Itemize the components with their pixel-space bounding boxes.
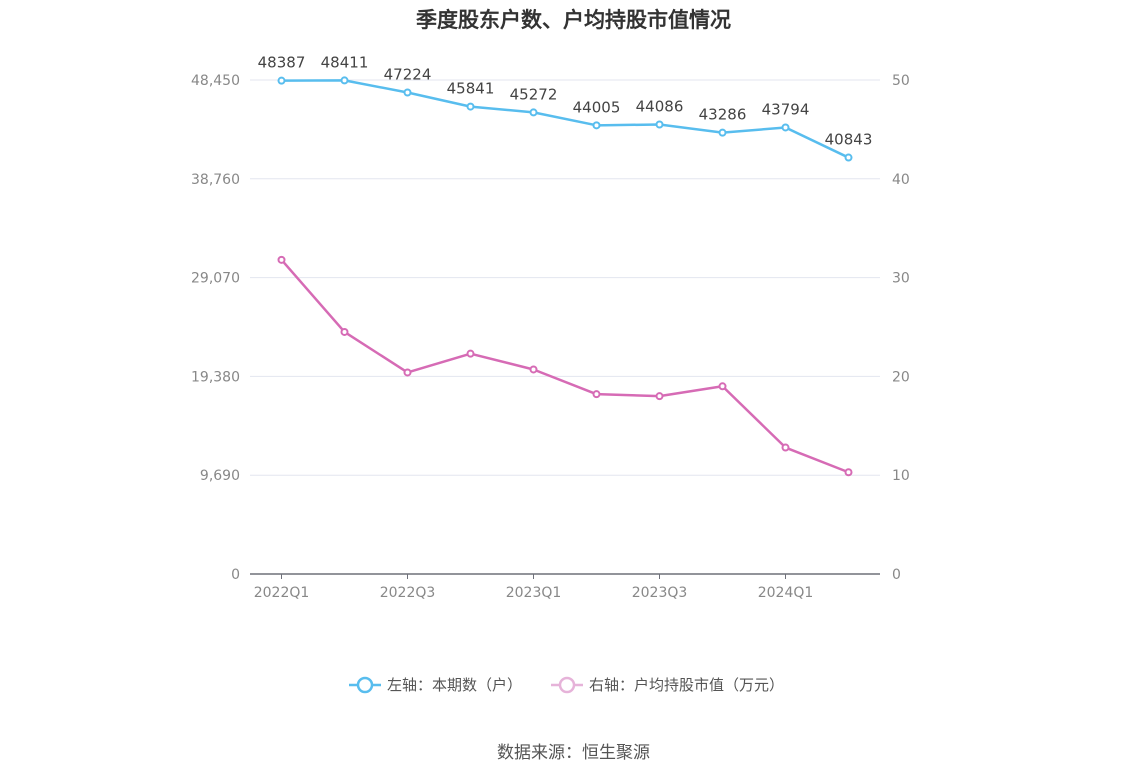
axes: 0 0 9,690 10 19,380 20 29,070 30 38,760 40 48,450 5… bbox=[191, 73, 910, 601]
source-note: 数据来源：恒生聚源 bbox=[497, 743, 650, 763]
data-label: 48411 bbox=[321, 53, 369, 71]
series-0-point[interactable] bbox=[655, 120, 664, 129]
series-1-point[interactable] bbox=[655, 392, 664, 401]
data-label: 45841 bbox=[447, 80, 495, 98]
left-tick-label: 9,690 bbox=[200, 468, 240, 484]
right-tick-label: 40 bbox=[892, 172, 910, 188]
x-tick-label: 2022Q1 bbox=[254, 585, 310, 601]
series-0-point[interactable] bbox=[340, 76, 349, 85]
legend-swatch-marker bbox=[558, 676, 576, 694]
chart-title: 季度股东户数、户均持股市值情况 bbox=[416, 8, 731, 32]
series-0-point[interactable] bbox=[277, 76, 286, 85]
data-label: 48387 bbox=[258, 54, 306, 72]
data-labels: 48387 48411 47224 45841 45272 44005 44086 43286… bbox=[258, 53, 873, 148]
series-0-point[interactable] bbox=[844, 153, 853, 162]
series-0-point[interactable] bbox=[529, 108, 538, 117]
series-1-point[interactable] bbox=[340, 327, 349, 336]
series-layer bbox=[277, 76, 853, 477]
data-label: 44005 bbox=[573, 98, 621, 116]
left-tick-label: 0 bbox=[231, 567, 240, 583]
series-0-point[interactable] bbox=[466, 102, 475, 111]
legend-item-1[interactable]: 右轴：户均持股市值（万元） bbox=[551, 676, 784, 694]
right-tick-label: 0 bbox=[892, 567, 901, 583]
x-tick-label: 2023Q1 bbox=[506, 585, 562, 601]
data-label: 40843 bbox=[825, 131, 873, 149]
series-0-point[interactable] bbox=[781, 123, 790, 132]
series-1-point[interactable] bbox=[403, 368, 412, 377]
right-tick-label: 20 bbox=[892, 369, 910, 385]
series-1-point[interactable] bbox=[529, 365, 538, 374]
x-tick-label: 2023Q3 bbox=[632, 585, 688, 601]
series-1-point[interactable] bbox=[718, 382, 727, 391]
x-tick-label: 2022Q3 bbox=[380, 585, 436, 601]
right-tick-label: 30 bbox=[892, 271, 910, 287]
series-1-point[interactable] bbox=[466, 349, 475, 358]
series-1-point[interactable] bbox=[844, 468, 853, 477]
x-tick-label: 2024Q1 bbox=[758, 585, 814, 601]
data-label: 45272 bbox=[510, 85, 558, 103]
right-tick-label: 10 bbox=[892, 468, 910, 484]
series-0-point[interactable] bbox=[718, 128, 727, 137]
series-0-point[interactable] bbox=[403, 88, 412, 97]
left-tick-label: 29,070 bbox=[191, 271, 240, 287]
right-tick-label: 50 bbox=[892, 73, 910, 89]
series-line-1 bbox=[280, 258, 849, 474]
data-label: 43286 bbox=[699, 106, 747, 124]
legend[interactable]: 左轴：本期数（户） 右轴：户均持股市值（万元） bbox=[349, 676, 784, 694]
left-tick-label: 48,450 bbox=[191, 73, 240, 89]
series-1-point[interactable] bbox=[592, 390, 601, 399]
legend-swatch-marker bbox=[356, 676, 374, 694]
legend-item-0[interactable]: 左轴：本期数（户） bbox=[349, 676, 522, 694]
data-label: 44086 bbox=[636, 97, 684, 115]
legend-label: 右轴：户均持股市值（万元） bbox=[589, 676, 784, 694]
series-1-point[interactable] bbox=[781, 443, 790, 452]
data-label: 47224 bbox=[384, 66, 432, 84]
series-line-0 bbox=[281, 79, 850, 159]
data-label: 43794 bbox=[762, 100, 810, 118]
series-0-point[interactable] bbox=[592, 121, 601, 130]
legend-label: 左轴：本期数（户） bbox=[387, 676, 522, 694]
grid-lines bbox=[250, 79, 880, 476]
series-1-point[interactable] bbox=[277, 255, 286, 264]
left-tick-label: 38,760 bbox=[191, 172, 240, 188]
left-tick-label: 19,380 bbox=[191, 369, 240, 385]
